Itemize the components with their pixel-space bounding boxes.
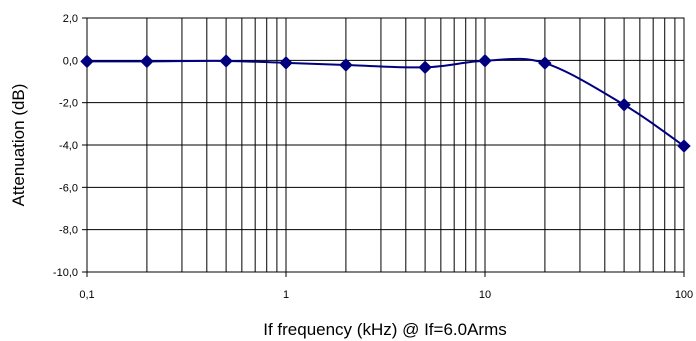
x-axis-ticks: 0,1 1 10 100 [79,272,693,301]
y-tick-label: -8,0 [59,225,78,237]
x-tick-label: 10 [479,289,491,301]
y-tick-label: -4,0 [59,140,78,152]
y-axis-title: Attenuation (dB) [9,84,28,207]
data-point [418,60,432,75]
x-axis-title: If frequency (kHz) @ If=6.0Arms [263,320,507,339]
data-point [140,54,154,69]
series-line [86,57,685,147]
y-axis-ticks: 2,0 0,0 -2,0 -4,0 -6,0 -8,0 -10,0 [53,13,87,279]
series-group [80,54,691,153]
y-tick-label: 0,0 [63,55,78,67]
data-point [478,54,492,68]
x-tick-label: 100 [675,289,693,301]
data-point [617,98,631,112]
y-tick-label: 2,0 [63,13,78,25]
y-tick-label: -2,0 [59,98,78,110]
data-point [677,139,691,153]
x-tick-label: 0,1 [79,289,94,301]
data-point [339,58,353,72]
data-point [279,56,293,70]
x-tick-label: 1 [283,289,289,301]
data-point [80,54,94,69]
y-tick-label: -6,0 [59,182,78,194]
data-point [538,56,552,70]
y-tick-label: -10,0 [53,267,78,279]
data-point [219,54,233,68]
